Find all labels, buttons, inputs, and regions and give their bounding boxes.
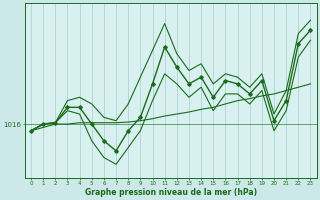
X-axis label: Graphe pression niveau de la mer (hPa): Graphe pression niveau de la mer (hPa) <box>85 188 257 197</box>
